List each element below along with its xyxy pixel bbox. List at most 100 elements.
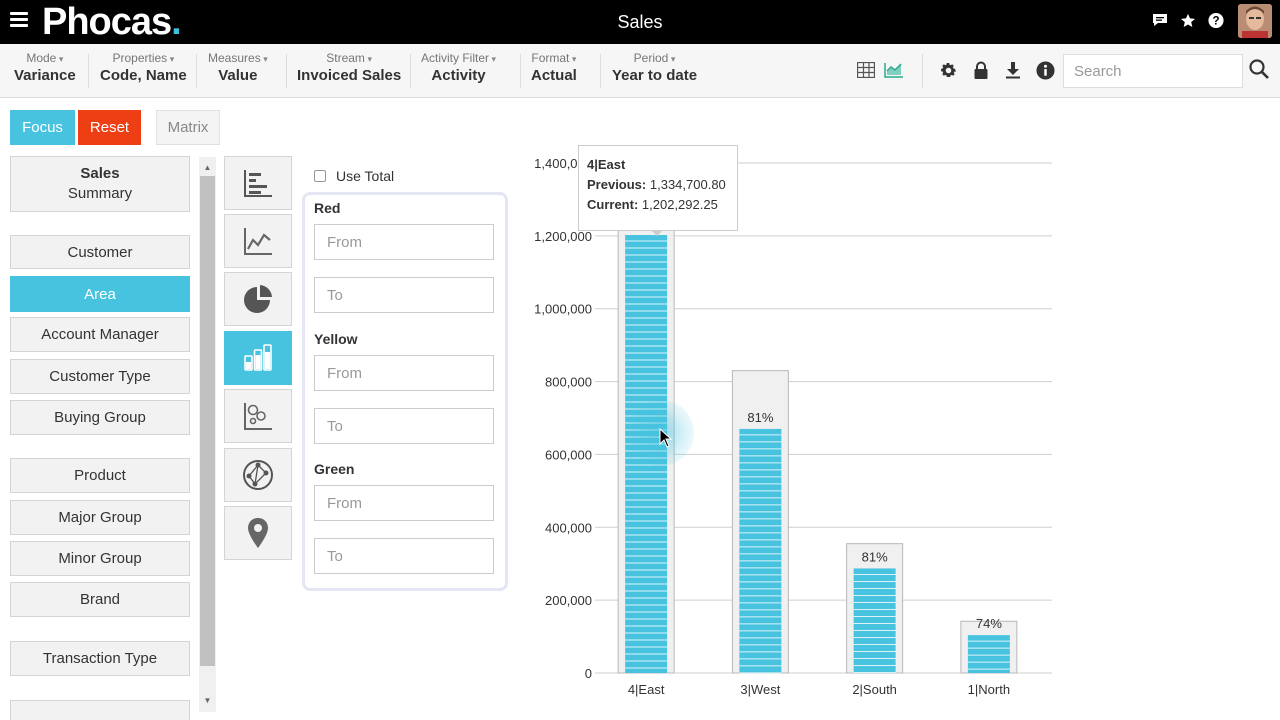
dimension-product[interactable]: Product [10, 458, 190, 493]
lock-icon[interactable] [970, 59, 992, 81]
star-icon[interactable] [1180, 12, 1196, 28]
dimension-brand[interactable]: Brand [10, 582, 190, 617]
current-bar [739, 428, 782, 673]
y-tick-label: 1,000,000 [534, 302, 592, 317]
tooltip-current-label: Current: [587, 197, 639, 212]
gear-icon[interactable] [937, 59, 959, 81]
divider [286, 54, 287, 88]
logo-dot: . [171, 1, 182, 43]
measures-selector[interactable]: Measures Value [208, 51, 268, 84]
mode-selector[interactable]: Mode Variance [14, 51, 76, 84]
matrix-button[interactable]: Matrix [156, 110, 220, 145]
dimension-buying-group[interactable]: Buying Group [10, 400, 190, 435]
period-selector[interactable]: Period Year to date [612, 51, 697, 84]
divider [410, 54, 411, 88]
checkbox-box[interactable] [314, 170, 326, 182]
dimension-customer[interactable]: Customer [10, 235, 190, 269]
divider [600, 54, 601, 88]
scroll-up-icon[interactable]: ▲ [203, 162, 212, 172]
data-label: 81% [862, 549, 888, 564]
format-label: Format [531, 51, 577, 65]
pie-chart-icon[interactable] [224, 272, 292, 326]
use-total-checkbox[interactable]: Use Total [314, 168, 394, 184]
measures-value: Value [218, 67, 258, 84]
y-tick-label: 600,000 [545, 447, 592, 462]
chat-icon[interactable] [1152, 12, 1168, 28]
measures-label: Measures [208, 51, 268, 65]
x-tick-label: 1|North [968, 682, 1010, 697]
logo-text: Phocas [42, 1, 172, 43]
current-bar [625, 235, 668, 674]
current-bar [853, 568, 896, 673]
format-selector[interactable]: Format Actual [531, 51, 577, 84]
bar-chart: 0 200,000 400,000 600,000 800,000 1,000,000 1,… [534, 156, 1052, 697]
download-icon[interactable] [1002, 59, 1024, 81]
menu-icon[interactable] [10, 12, 28, 30]
y-tick-label: 1,200,000 [534, 229, 592, 244]
yellow-to-input[interactable] [314, 408, 494, 444]
green-to-input[interactable] [314, 538, 494, 574]
activity-filter-selector[interactable]: Activity Filter Activity [421, 51, 496, 84]
stream-selector[interactable]: Stream Invoiced Sales [297, 51, 401, 84]
green-from-input[interactable] [314, 485, 494, 521]
summary-subtitle: Summary [67, 185, 133, 202]
period-label: Period [612, 51, 697, 65]
period-value: Year to date [612, 67, 698, 84]
sales-summary-item[interactable]: Sales Summary [10, 156, 190, 212]
activity-filter-label: Activity Filter [421, 51, 496, 65]
y-tick-label: 800,000 [545, 375, 592, 390]
stream-label: Stream [297, 51, 401, 65]
yellow-from-input[interactable] [314, 355, 494, 391]
mode-label: Mode [14, 51, 76, 65]
red-label: Red [314, 200, 341, 216]
scatter-icon[interactable] [224, 389, 292, 443]
format-value: Actual [531, 67, 577, 84]
red-from-input[interactable] [314, 224, 494, 260]
avatar[interactable] [1238, 4, 1272, 38]
divider [88, 54, 89, 88]
dimension-customer-type[interactable]: Customer Type [10, 359, 190, 394]
bar-horizontal-icon[interactable] [224, 156, 292, 210]
mode-value: Variance [14, 67, 76, 84]
line-chart-icon[interactable] [224, 214, 292, 268]
properties-value: Code, Name [100, 67, 187, 84]
reset-button[interactable]: Reset [78, 110, 141, 145]
bar-chart-icon[interactable] [224, 331, 292, 385]
search-icon[interactable] [1248, 58, 1274, 84]
properties-selector[interactable]: Properties Code, Name [100, 51, 187, 84]
chart-view-icon[interactable] [883, 59, 905, 81]
network-icon[interactable] [224, 448, 292, 502]
activity-filter-value: Activity [431, 67, 486, 84]
dimension-account-manager[interactable]: Account Manager [10, 317, 190, 352]
properties-label: Properties [100, 51, 187, 65]
data-label: 74% [976, 616, 1002, 631]
y-tick-label: 1,400,000 [534, 156, 592, 171]
search-input[interactable] [1063, 54, 1243, 88]
dimension-partial[interactable] [10, 700, 190, 720]
dimension-major-group[interactable]: Major Group [10, 500, 190, 535]
tooltip-current-value: 1,202,292.25 [641, 197, 718, 212]
svg-text:?: ? [1212, 15, 1219, 27]
focus-button[interactable]: Focus [10, 110, 75, 145]
green-label: Green [314, 461, 355, 477]
dimension-area[interactable]: Area [10, 276, 190, 312]
scroll-down-icon[interactable]: ▼ [203, 695, 212, 705]
chart-tooltip: 4|East Previous: 1,334,700.80 Current: 1… [578, 145, 738, 231]
tooltip-title: 4|East [587, 157, 626, 172]
dimension-minor-group[interactable]: Minor Group [10, 541, 190, 576]
map-pin-icon[interactable] [224, 506, 292, 560]
x-tick-label: 3|West [740, 682, 780, 697]
info-icon[interactable] [1034, 59, 1056, 81]
stream-value: Invoiced Sales [297, 67, 402, 84]
help-icon[interactable]: ? [1208, 12, 1224, 28]
red-to-input[interactable] [314, 277, 494, 313]
grid-icon[interactable] [855, 59, 877, 81]
page-title: Sales [617, 12, 663, 32]
x-tick-label: 2|South [852, 682, 897, 697]
scrollbar-thumb[interactable] [200, 176, 215, 666]
summary-title: Sales [80, 165, 120, 182]
dimension-transaction-type[interactable]: Transaction Type [10, 641, 190, 676]
logo[interactable]: Phocas. [42, 0, 182, 44]
yellow-label: Yellow [314, 331, 358, 347]
tooltip-previous-value: 1,334,700.80 [649, 177, 726, 192]
